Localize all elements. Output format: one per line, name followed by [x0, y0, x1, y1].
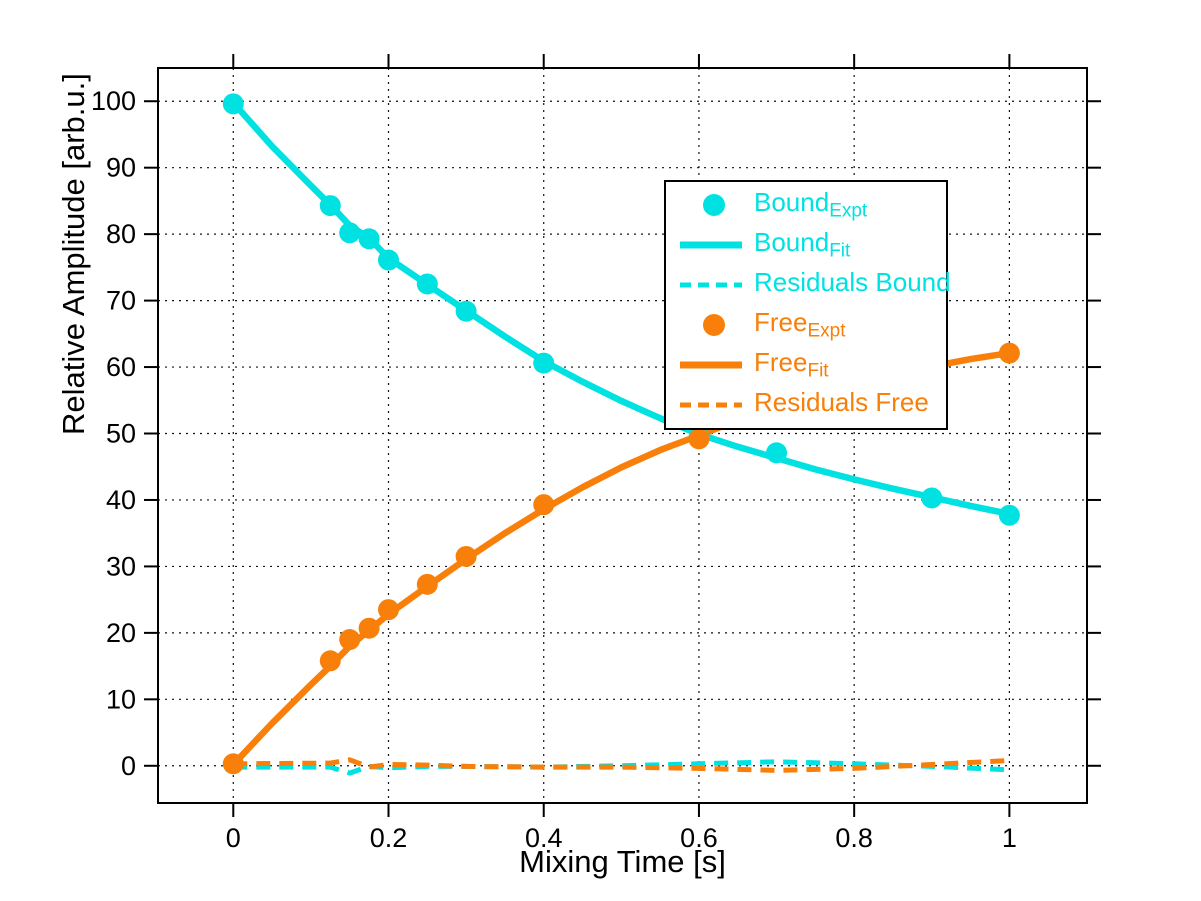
legend-label-text: Free — [754, 347, 808, 378]
data-point-marker — [222, 93, 244, 115]
y-tick-label: 0 — [121, 751, 136, 781]
data-point-marker — [378, 599, 400, 621]
series-residuals-free — [233, 757, 1010, 773]
legend-label-subscript: Expt — [807, 320, 846, 342]
legend-dashed-line-icon — [678, 391, 744, 419]
y-tick-label: 80 — [106, 219, 136, 249]
data-point-marker — [416, 273, 438, 295]
legend-label: BoundFit — [754, 229, 850, 261]
data-point-marker — [358, 228, 380, 250]
grid-lines — [158, 68, 1087, 803]
data-point-marker — [339, 222, 361, 244]
data-point-marker — [455, 545, 477, 567]
legend-solid-line-icon — [678, 231, 744, 259]
y-tick-label: 100 — [91, 86, 136, 116]
data-point-marker — [319, 195, 341, 217]
data-point-marker — [766, 442, 788, 464]
legend-label-text: Bound — [754, 227, 830, 258]
fit-line — [230, 100, 1011, 518]
series-bound-expt — [222, 93, 1020, 526]
data-point-marker — [533, 352, 555, 374]
x-tick-label: 0.4 — [525, 823, 563, 853]
axes — [144, 54, 1101, 817]
legend-row-bound-fit: BoundFit — [666, 225, 951, 265]
legend-row-bound-expt: BoundExpt — [666, 185, 951, 225]
legend-marker-icon — [678, 191, 744, 219]
legend-label: Residuals Bound — [754, 269, 951, 301]
data-point-marker — [688, 428, 710, 450]
data-point-marker — [378, 249, 400, 271]
plot-box — [157, 67, 1088, 804]
residual-line — [233, 757, 1010, 773]
y-tick-label: 20 — [106, 618, 136, 648]
data-point-marker — [416, 573, 438, 595]
y-tick-label: 70 — [106, 286, 136, 316]
legend-marker-icon — [678, 311, 744, 339]
y-tick-label: 40 — [106, 485, 136, 515]
legend-row-residuals-bound: Residuals Bound — [666, 265, 951, 305]
x-tick-label: 1 — [1002, 823, 1017, 853]
legend-row-free-expt: FreeExpt — [666, 305, 951, 345]
x-tick-label: 0.2 — [370, 823, 408, 853]
x-axis-label: Mixing Time [s] — [519, 844, 726, 879]
legend-label: FreeFit — [754, 349, 829, 381]
x-tick-label: 0.6 — [680, 823, 718, 853]
data-point-marker — [222, 753, 244, 775]
x-tick-label: 0 — [226, 823, 241, 853]
y-tick-label: 90 — [106, 153, 136, 183]
y-tick-label: 10 — [106, 684, 136, 714]
legend-label: FreeExpt — [754, 309, 846, 341]
legend-label-subscript: Fit — [807, 360, 829, 382]
legend-label: BoundExpt — [754, 189, 867, 221]
legend-label-text: Bound — [754, 187, 830, 218]
legend-label-subscript: Fit — [829, 240, 851, 262]
data-point-marker — [533, 494, 555, 516]
y-tick-label: 60 — [106, 352, 136, 382]
y-tick-label: 30 — [106, 551, 136, 581]
data-point-marker — [455, 300, 477, 322]
legend-label-text: Residuals Free — [754, 387, 929, 418]
series-residuals-bound — [233, 759, 1010, 776]
x-tick-label: 0.8 — [835, 823, 873, 853]
data-point-marker — [339, 629, 361, 651]
legend: BoundExpt BoundFit Residuals Bound FreeExpt… — [664, 180, 951, 430]
legend-label: Residuals Free — [754, 389, 929, 421]
data-point-marker — [921, 487, 943, 509]
y-tick-label: 50 — [106, 419, 136, 449]
data-point-marker — [998, 342, 1020, 364]
series-bound-fit — [230, 100, 1011, 518]
residual-line — [233, 759, 1010, 776]
legend-dashed-line-icon — [678, 271, 744, 299]
legend-label-subscript: Expt — [829, 200, 868, 222]
data-point-marker — [998, 504, 1020, 526]
legend-solid-line-icon — [678, 351, 744, 379]
legend-label-text: Free — [754, 307, 808, 338]
legend-row-residuals-free: Residuals Free — [666, 385, 951, 425]
legend-label-text: Residuals Bound — [754, 267, 951, 298]
legend-row-free-fit: FreeFit — [666, 345, 951, 385]
data-point-marker — [358, 617, 380, 639]
data-point-marker — [319, 650, 341, 672]
